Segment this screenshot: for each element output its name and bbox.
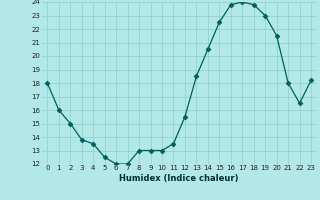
X-axis label: Humidex (Indice chaleur): Humidex (Indice chaleur) — [119, 174, 239, 183]
